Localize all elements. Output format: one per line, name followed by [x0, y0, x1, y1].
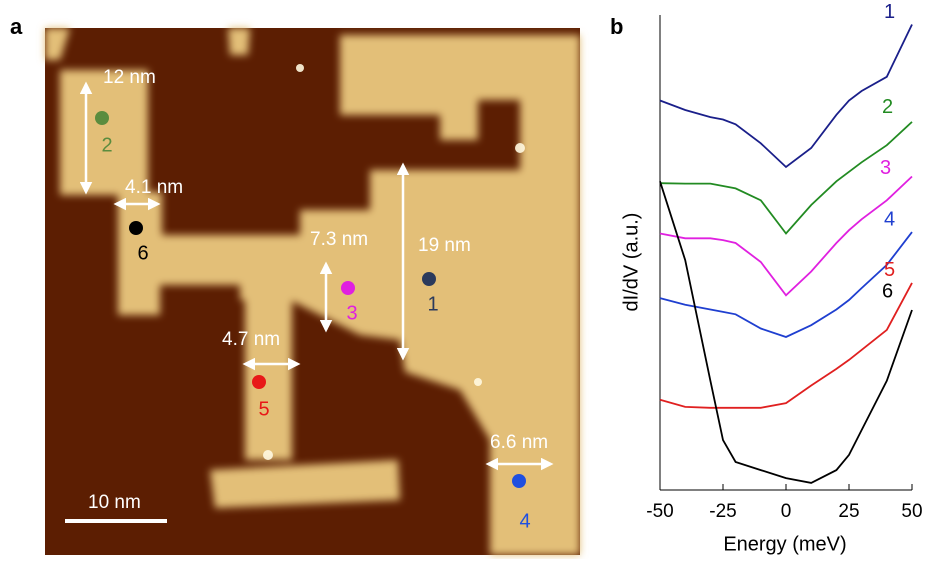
- series-label: 1: [884, 1, 895, 23]
- point-marker: [129, 221, 143, 235]
- series-line: [659, 121, 913, 235]
- series-label: 3: [880, 157, 891, 179]
- point-label: 4: [519, 510, 530, 532]
- panel-label: b: [610, 14, 623, 39]
- series-line: [659, 175, 913, 297]
- series-line: [659, 282, 913, 409]
- point-label: 5: [258, 398, 269, 420]
- measure-label: 19 nm: [418, 235, 471, 256]
- point-marker: [512, 474, 526, 488]
- chart: b Energy (meV) dI/dV (a.u.) -50 -25 0 25 501…: [610, 1, 923, 556]
- scale-bar-label: 10 nm: [88, 492, 141, 513]
- series-line: [659, 24, 913, 169]
- x-tick-label: 0: [781, 501, 792, 522]
- series-label: 5: [884, 259, 895, 281]
- x-tick-label: 50: [901, 501, 922, 522]
- series-line: [659, 181, 913, 484]
- measure-label: 7.3 nm: [310, 229, 368, 250]
- point-label: 3: [346, 302, 357, 324]
- panel-label: a: [10, 14, 23, 39]
- point-marker: [341, 281, 355, 295]
- point-label: 6: [137, 242, 148, 264]
- measure-label: 12 nm: [103, 67, 156, 88]
- x-axis-title: Energy (meV): [723, 533, 846, 555]
- measure-label: 4.1 nm: [125, 177, 183, 198]
- x-tick-label: -25: [709, 501, 736, 522]
- point-label: 1: [427, 293, 438, 315]
- measure-label: 6.6 nm: [490, 432, 548, 453]
- x-tick-label: 25: [838, 501, 859, 522]
- series-label: 4: [884, 208, 895, 230]
- annotations: 12 nm 4.1 nm 7.3 nm 19 nm 4.7 nm 6.6 nm 10 nm 2…: [65, 67, 554, 532]
- x-tick-label: -50: [646, 501, 673, 522]
- point-marker: [422, 272, 436, 286]
- stm-image: a 12 nm 4.1 nm 7.3 nm 19 nm 4.7 nm 6.6 nm 10 n…: [10, 14, 580, 555]
- point-label: 2: [101, 134, 112, 156]
- measure-label: 4.7 nm: [222, 329, 280, 350]
- series-label: 2: [882, 96, 893, 118]
- point-marker: [252, 375, 266, 389]
- series-line: [659, 231, 913, 338]
- point-marker: [95, 111, 109, 125]
- series-label: 6: [882, 280, 893, 302]
- y-axis-title: dI/dV (a.u.): [620, 213, 642, 312]
